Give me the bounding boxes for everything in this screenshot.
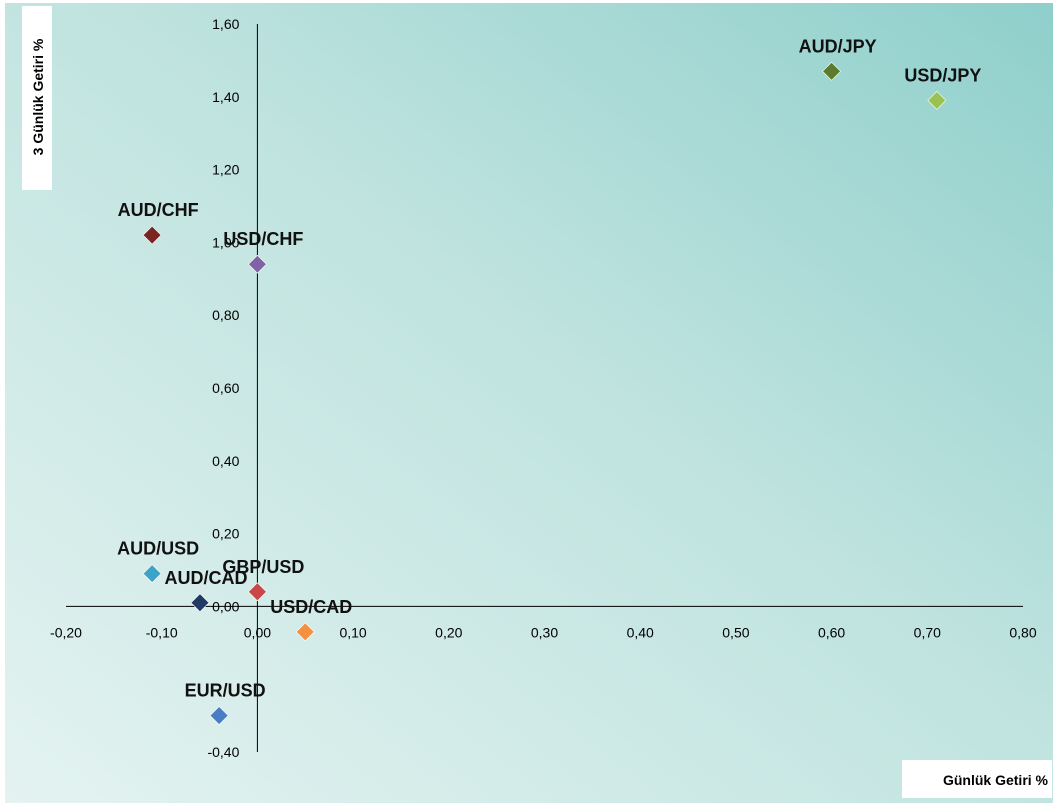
data-point-gbp-usd (247, 582, 267, 602)
xlabel-box (902, 760, 1052, 798)
y-tick-label: 0,80 (212, 307, 239, 323)
ylabel-box (22, 6, 52, 190)
y-axis-title: 3 Günlük Getiri % (30, 38, 46, 155)
point-label-aud-jpy: AUD/JPY (799, 36, 877, 56)
data-point-aud-cad (190, 593, 210, 613)
data-point-usd-jpy (927, 91, 947, 110)
data-point-usd-chf (247, 254, 267, 274)
axes: -0,20 -0,10 0,00 0,10 0,20 0,30 0,40 0,50 0,60 0,… (50, 16, 1037, 760)
data-point-aud-chf (142, 225, 162, 245)
y-tick-label: 0,40 (212, 453, 239, 469)
point-label-usd-chf: USD/CHF (223, 229, 303, 249)
x-tick-label: 0,50 (722, 624, 749, 640)
point-label-eur-usd: EUR/USD (185, 681, 266, 701)
x-axis-title: Günlük Getiri % (943, 772, 1049, 788)
x-tick-label: 0,70 (914, 624, 941, 640)
x-tick-label: 0,10 (339, 624, 366, 640)
y-tick-label: 1,60 (212, 16, 239, 32)
point-label-aud-usd: AUD/USD (117, 539, 199, 559)
y-tick-label: 1,00 (212, 234, 239, 250)
x-tick-label: 0,30 (531, 624, 558, 640)
point-label-aud-cad: AUD/CAD (164, 568, 247, 588)
y-tick-label: 0,60 (212, 380, 239, 396)
data-point-usd-cad (295, 622, 315, 642)
x-tick-label: 0,80 (1009, 624, 1036, 640)
y-tick-label: 0,00 (212, 598, 239, 614)
plot-background (5, 3, 1053, 803)
point-label-gbp-usd: GBP/USD (222, 557, 304, 577)
x-tick-label: 0,20 (435, 624, 462, 640)
data-point-aud-jpy (822, 61, 842, 81)
x-tick-label: -0,10 (146, 624, 178, 640)
point-labels: AUD/JPY USD/JPY AUD/CHF USD/CHF AUD/USD AUD/C… (117, 36, 981, 700)
x-tick-label: -0,20 (50, 624, 82, 640)
point-label-usd-jpy: USD/JPY (904, 65, 981, 85)
x-tick-label: 0,00 (244, 624, 271, 640)
y-tick-label: -0,40 (207, 744, 239, 760)
point-label-usd-cad: USD/CAD (270, 597, 352, 617)
x-tick-label: 0,60 (818, 624, 845, 640)
point-label-aud-chf: AUD/CHF (118, 200, 199, 220)
y-tick-label: 0,20 (212, 526, 239, 542)
data-points (142, 61, 947, 726)
y-tick-label: 1,20 (212, 162, 239, 178)
data-point-aud-usd (142, 564, 162, 584)
data-point-eur-usd (209, 706, 229, 726)
y-tick-label: 1,40 (212, 89, 239, 105)
x-tick-label: 0,40 (627, 624, 654, 640)
